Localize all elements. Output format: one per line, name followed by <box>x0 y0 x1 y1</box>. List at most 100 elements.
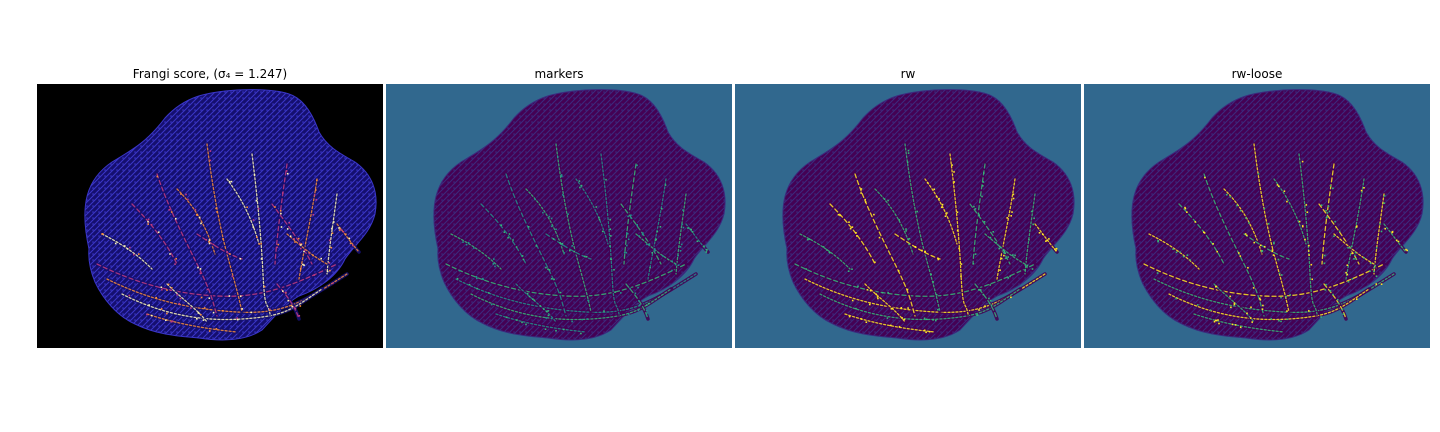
speckle <box>877 297 879 300</box>
speckle <box>1262 304 1264 307</box>
speckle <box>1379 223 1381 225</box>
speckle <box>328 262 331 264</box>
speckle <box>627 238 630 241</box>
speckle <box>916 210 918 213</box>
vessel <box>1143 263 1385 297</box>
speckle <box>1157 240 1159 243</box>
speckle <box>1351 278 1354 280</box>
speckle <box>629 287 631 290</box>
speckle <box>898 219 900 221</box>
speckle <box>1230 306 1232 309</box>
speckle <box>552 238 555 240</box>
speckle <box>199 272 202 275</box>
speckle <box>907 149 910 152</box>
speckle <box>1320 316 1322 318</box>
speckle <box>239 258 242 260</box>
speckle <box>1384 227 1386 230</box>
speckle <box>500 224 503 226</box>
speckle <box>1326 212 1329 214</box>
speckle <box>279 210 282 212</box>
speckle <box>258 243 260 245</box>
vessel <box>146 313 238 333</box>
speckle <box>887 199 889 202</box>
speckle <box>328 239 331 242</box>
speckle <box>849 227 852 230</box>
vessel <box>1273 178 1307 245</box>
speckle <box>1326 216 1328 218</box>
speckle <box>1373 266 1375 269</box>
speckle <box>569 249 571 252</box>
vessel <box>1383 223 1407 253</box>
speckle <box>1026 266 1028 268</box>
speckle <box>231 275 234 278</box>
speckle <box>1380 283 1383 285</box>
speckle <box>646 304 648 306</box>
speckle <box>1204 176 1206 179</box>
speckle <box>179 297 182 300</box>
speckle <box>848 221 850 223</box>
speckle <box>288 222 291 224</box>
speckle <box>886 317 889 319</box>
speckle <box>1273 241 1275 244</box>
markers-canvas <box>386 84 732 348</box>
speckle <box>626 232 628 234</box>
speckle <box>547 268 549 270</box>
speckle <box>1346 273 1349 276</box>
speckle <box>1186 254 1189 256</box>
speckle <box>521 321 523 324</box>
speckle <box>187 198 189 201</box>
speckle <box>639 303 641 306</box>
speckle <box>972 263 975 265</box>
speckle <box>649 266 651 269</box>
speckle <box>1306 211 1309 213</box>
speckle <box>932 281 935 283</box>
speckle <box>1301 160 1304 163</box>
speckle <box>907 152 910 154</box>
frangi-score-canvas <box>37 84 383 348</box>
speckle <box>906 288 909 291</box>
speckle <box>190 307 192 309</box>
speckle <box>269 309 271 312</box>
speckle <box>1172 248 1174 250</box>
speckle <box>990 304 993 307</box>
speckle <box>609 228 612 230</box>
speckle <box>124 245 126 247</box>
speckle <box>255 199 258 202</box>
speckle <box>197 266 199 269</box>
speckle <box>476 287 478 290</box>
speckle <box>1286 318 1289 321</box>
speckle <box>1347 247 1349 249</box>
speckle <box>160 286 163 289</box>
speckle <box>1038 232 1041 234</box>
speckle <box>482 278 485 281</box>
speckle <box>1003 251 1006 253</box>
speckle <box>465 243 468 246</box>
speckle <box>907 238 910 240</box>
speckle <box>1213 320 1216 323</box>
speckle <box>1341 308 1344 311</box>
speckle <box>953 171 955 173</box>
speckle <box>1354 254 1356 257</box>
speckle <box>625 251 628 254</box>
vessel <box>156 173 218 317</box>
speckle <box>299 305 302 307</box>
speckle <box>1355 258 1357 260</box>
speckle <box>156 175 159 178</box>
speckle <box>874 261 876 264</box>
speckle <box>613 269 615 271</box>
speckle <box>147 218 150 221</box>
speckle <box>493 258 495 260</box>
vessel <box>575 178 609 245</box>
speckle <box>349 242 352 245</box>
speckle <box>1045 240 1047 242</box>
speckle <box>1406 249 1408 252</box>
speckle <box>654 239 657 242</box>
speckle <box>209 150 212 152</box>
vessel <box>101 233 153 270</box>
speckle <box>907 307 909 309</box>
speckle <box>1179 251 1181 253</box>
speckle <box>581 318 583 321</box>
vessel-network <box>793 142 1059 334</box>
speckle <box>848 315 851 318</box>
speckle <box>532 298 534 300</box>
